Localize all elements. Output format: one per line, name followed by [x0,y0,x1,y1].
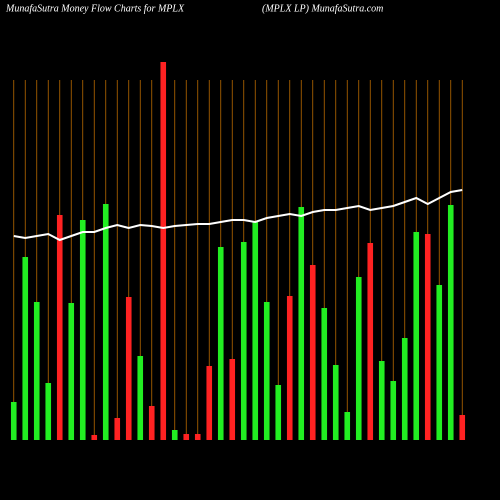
bar [390,381,397,440]
bar [344,412,351,440]
bar [114,418,121,440]
bar [217,247,224,440]
bar [309,265,316,440]
bar [367,243,374,440]
bar [355,277,362,440]
bar [447,205,454,440]
bar [436,285,443,440]
bar [33,302,40,440]
bar [378,361,385,440]
bar [413,232,420,440]
bar [45,383,52,440]
chart-subtitle: (MPLX LP) MunafaSutra.com [262,3,383,14]
bar [298,207,305,440]
bar [22,257,29,440]
bar [229,359,236,440]
bar [79,220,86,440]
bar [183,434,190,440]
bar [459,415,466,440]
bar [401,338,408,440]
bar [171,430,178,440]
bar [102,204,109,440]
bar [148,406,155,440]
bar [321,308,328,440]
bar [56,215,63,440]
bar [263,302,270,440]
money-flow-line [13,189,463,242]
bar [160,62,167,440]
chart-title: MunafaSutra Money Flow Charts for MPLX [5,3,185,14]
bar [275,385,282,440]
bar [252,221,259,440]
bar [332,365,339,440]
bar [240,242,247,440]
bar [424,234,431,440]
bar [194,434,201,440]
bar [68,303,75,440]
bar [91,435,98,440]
bar [286,296,293,440]
bar [137,356,144,440]
bar [206,366,213,440]
bar [125,297,132,440]
bar [10,402,17,440]
